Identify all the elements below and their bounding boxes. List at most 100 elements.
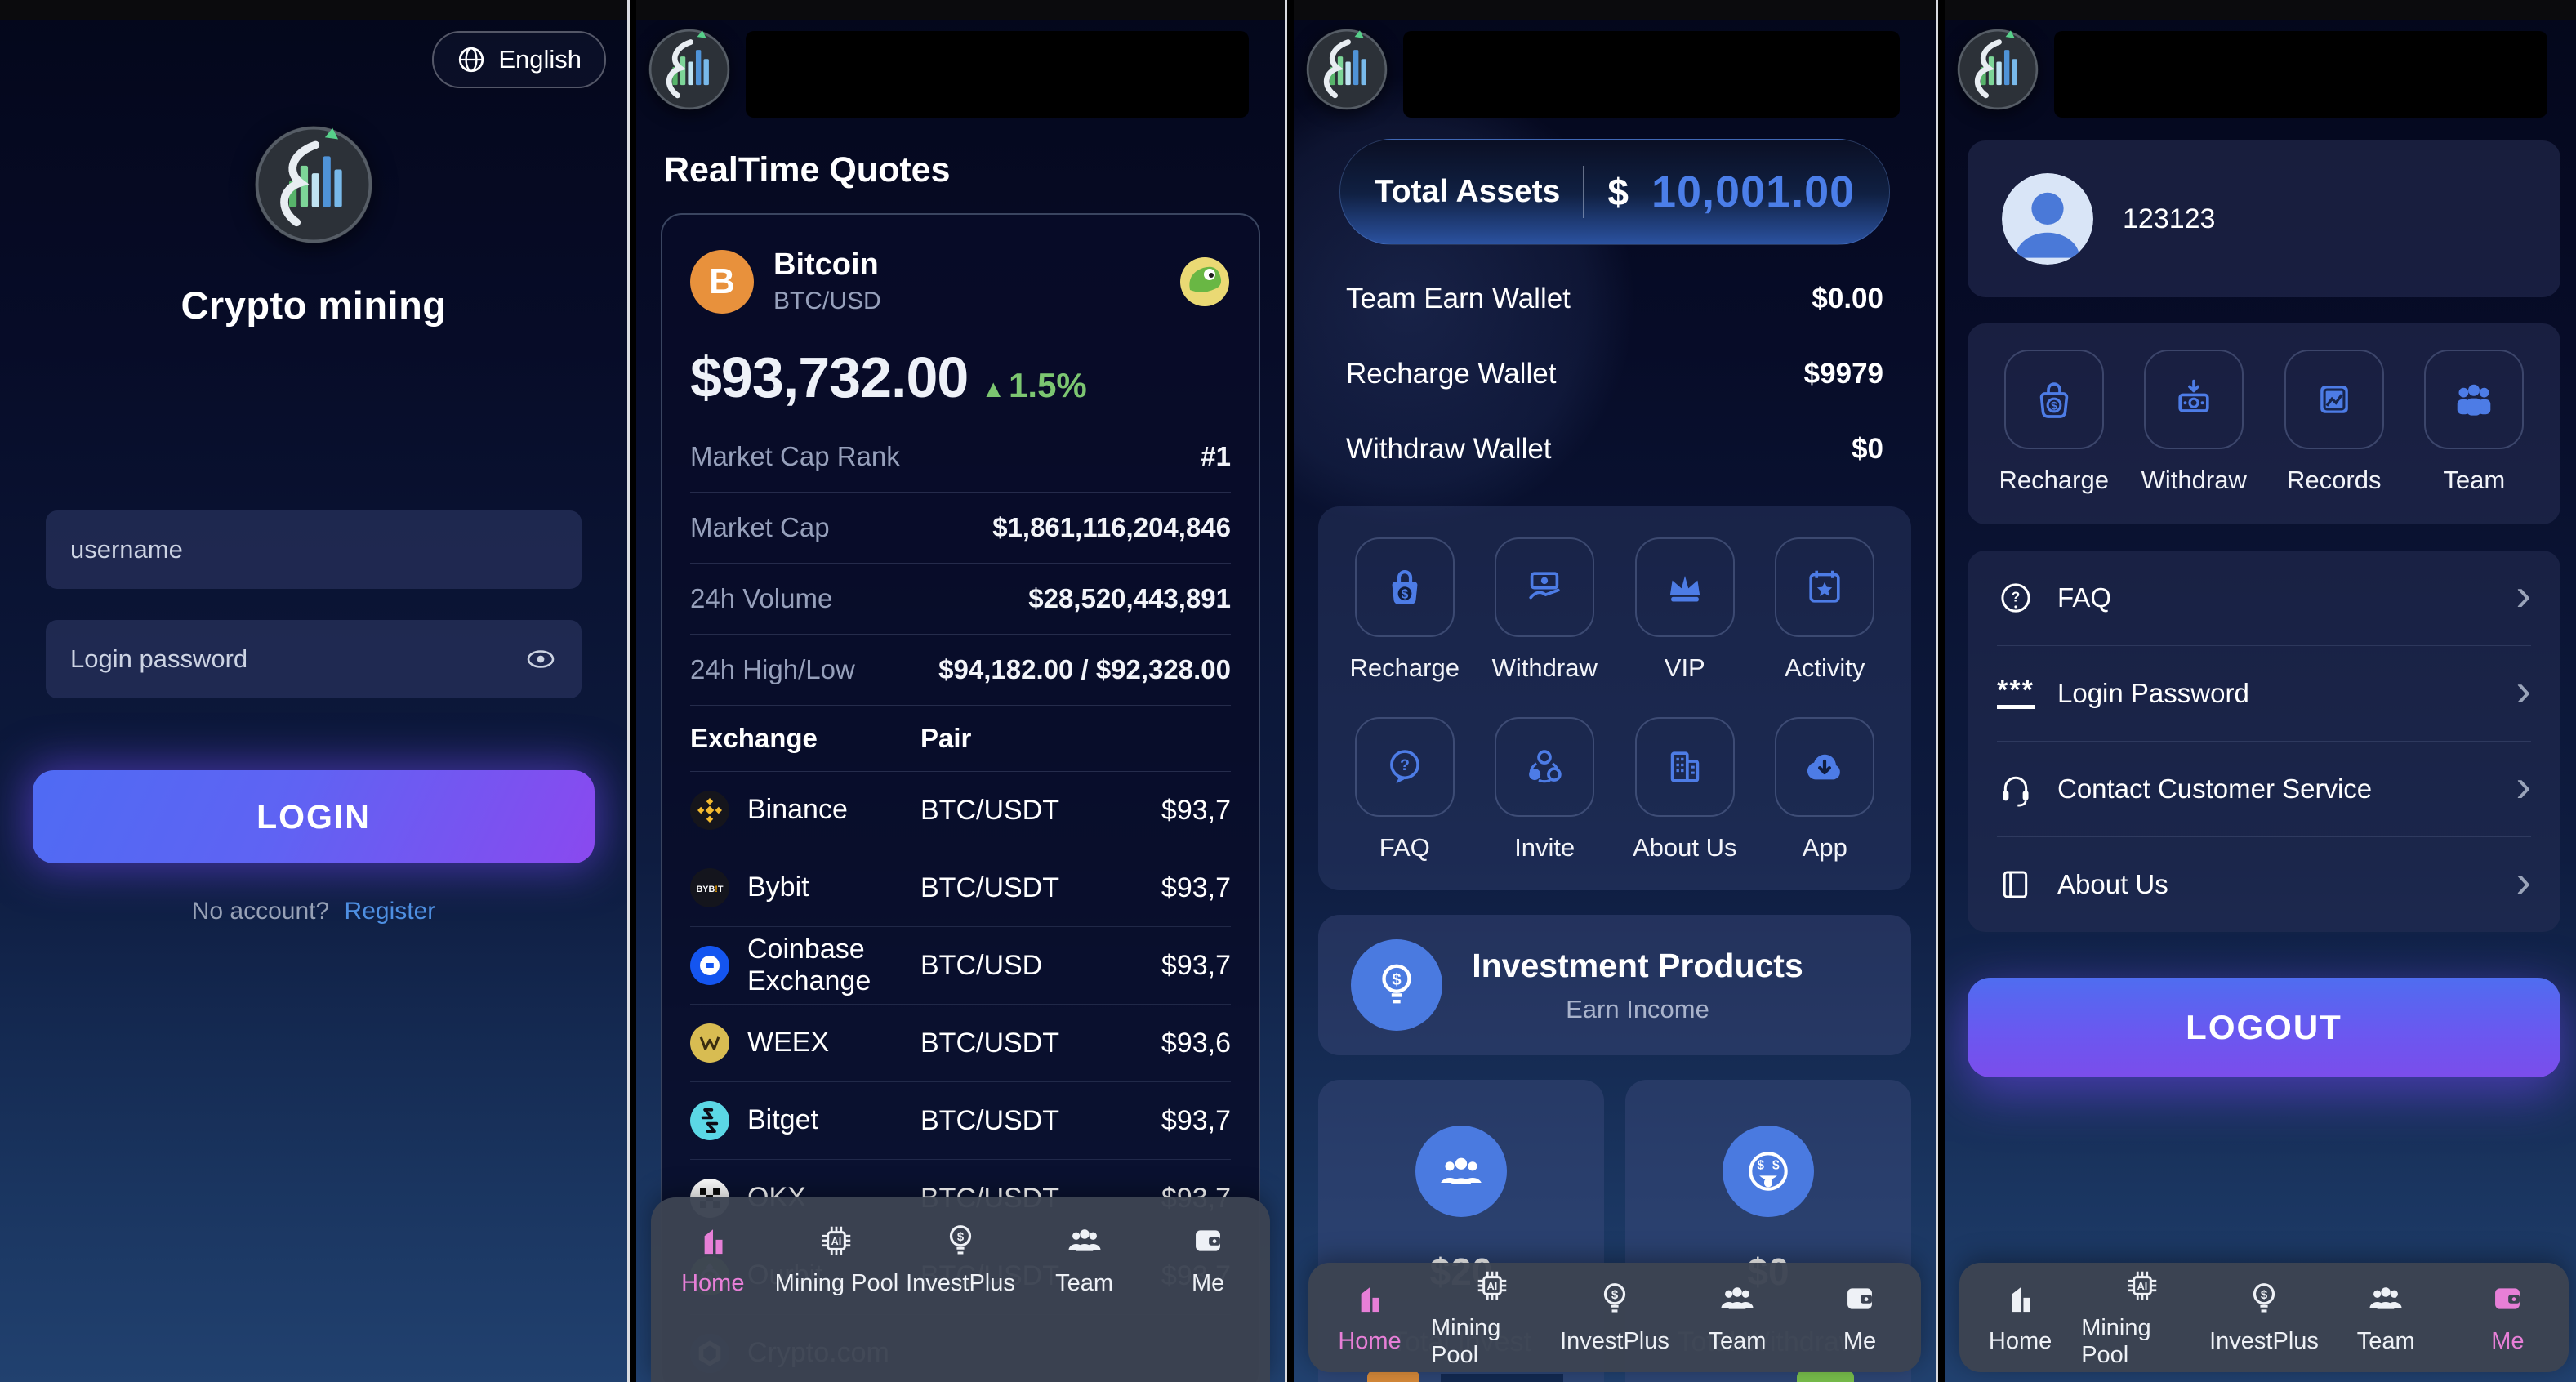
login-screen: English Crypto mining username Login pas…: [0, 0, 627, 1382]
exchange-row-bybit[interactable]: BYB!T Bybit BTC/USDT $93,7: [690, 849, 1231, 927]
bybit-icon: BYB!T: [690, 868, 729, 907]
action-withdraw[interactable]: Withdraw: [1475, 537, 1616, 683]
language-selector[interactable]: English: [432, 31, 606, 88]
action-activity[interactable]: Activity: [1755, 537, 1896, 683]
action-team[interactable]: Team: [2404, 350, 2545, 495]
divider: [1583, 166, 1585, 218]
bitget-icon: [690, 1101, 729, 1140]
exchange-row-weex[interactable]: WEEX BTC/USDT $93,6: [690, 1005, 1231, 1082]
action-recharge[interactable]: $ Recharge: [1335, 537, 1475, 683]
bitcoin-icon: B: [690, 249, 754, 314]
exchange-row-binance[interactable]: Binance BTC/USDT $93,7: [690, 772, 1231, 849]
withdraw-cash-icon: [2178, 379, 2209, 412]
action-recharge[interactable]: $ Recharge: [1984, 350, 2124, 495]
wallet-row: Recharge Wallet $9979: [1346, 358, 1883, 390]
status-bar: [1945, 0, 2576, 20]
action-faq[interactable]: ? FAQ: [1335, 717, 1475, 863]
chevron-right-icon: ›: [2516, 760, 2531, 811]
investplus-icon: $: [2253, 1283, 2275, 1313]
investment-bulb-icon: $: [1351, 939, 1442, 1031]
menu-item-contact-customer-service[interactable]: Contact Customer Service ›: [1997, 742, 2531, 837]
home-icon: [2012, 1287, 2030, 1313]
nav-me[interactable]: Me: [2447, 1280, 2569, 1355]
nav-team[interactable]: Team: [2325, 1280, 2447, 1355]
svg-text:$: $: [957, 1230, 965, 1244]
total-assets-pill: Total Assets $ 10,001.00: [1339, 139, 1890, 245]
nav-investplus[interactable]: $ InvestPlus: [898, 1222, 1023, 1297]
menu-item-login-password[interactable]: *** Login Password ›: [1997, 646, 2531, 742]
nav-home[interactable]: Home: [1959, 1280, 2081, 1355]
mining-pool-icon: AI: [2128, 1271, 2157, 1300]
action-invite[interactable]: Invite: [1475, 717, 1616, 863]
wallet-list: Team Earn Wallet $0.00 Recharge Wallet $99…: [1321, 261, 1908, 487]
nav-home[interactable]: Home: [651, 1222, 775, 1297]
password-input[interactable]: Login password: [46, 620, 582, 698]
investplus-icon: $: [949, 1225, 972, 1255]
activity-calendar-icon: [1809, 570, 1840, 603]
me-icon: [1847, 1288, 1872, 1309]
svg-text:$: $: [1401, 587, 1408, 601]
svg-text:$: $: [1392, 971, 1401, 989]
chevron-right-icon: ›: [2516, 855, 2531, 907]
stat-row: Market Cap Rank #1: [690, 421, 1231, 493]
currency-symbol: $: [1607, 171, 1629, 213]
question-circle-icon: ?: [2001, 583, 2030, 613]
username-input[interactable]: username: [46, 510, 582, 589]
total-assets-label: Total Assets: [1374, 174, 1561, 209]
nav-me[interactable]: Me: [1146, 1222, 1270, 1297]
nav-mining-pool[interactable]: AI Mining Pool: [1431, 1267, 1553, 1369]
profile-screen: 123123 $ Recharge Withdraw Records Team: [1945, 0, 2576, 1382]
binance-icon: [690, 791, 729, 830]
action-vip[interactable]: VIP: [1615, 537, 1755, 683]
action-records[interactable]: Records: [2264, 350, 2404, 495]
coin-row: B Bitcoin BTC/USD: [690, 247, 1231, 315]
nav-team[interactable]: Team: [1676, 1280, 1798, 1355]
svg-text:AI: AI: [1487, 1281, 1498, 1292]
action-about-us[interactable]: About Us: [1615, 717, 1755, 863]
chevron-right-icon: ›: [2516, 664, 2531, 716]
action-withdraw[interactable]: Withdraw: [2124, 350, 2265, 495]
nav-team[interactable]: Team: [1023, 1222, 1147, 1297]
price-row: $93,732.00 ▲1.5%: [690, 345, 1231, 410]
globe-icon: [459, 47, 484, 73]
nav-mining-pool[interactable]: AI Mining Pool: [2081, 1267, 2203, 1369]
menu-item-faq[interactable]: ? FAQ ›: [1997, 551, 2531, 646]
wallet-row: Team Earn Wallet $0.00: [1346, 283, 1883, 314]
register-link[interactable]: Register: [344, 898, 436, 925]
panel-divider: [627, 0, 636, 1382]
nav-investplus[interactable]: $ InvestPlus: [2203, 1280, 2324, 1355]
panel-divider: [1285, 0, 1294, 1382]
action-app[interactable]: App: [1755, 717, 1896, 863]
stat-row: 24h High/Low $94,182.00 / $92,328.00: [690, 635, 1231, 706]
book-icon: [2003, 871, 2028, 898]
investment-products-card[interactable]: $ Investment Products Earn Income: [1318, 915, 1911, 1055]
nav-mining-pool[interactable]: AI Mining Pool: [775, 1222, 899, 1297]
total-assets-value: 10,001.00: [1651, 167, 1856, 216]
password-stars-icon: ***: [1997, 676, 2035, 709]
investplus-icon: $: [1603, 1283, 1626, 1313]
svg-text:AI: AI: [831, 1236, 842, 1247]
profile-card: 123123: [1968, 140, 2560, 297]
login-button[interactable]: LOGIN: [33, 770, 595, 863]
nav-home[interactable]: Home: [1308, 1280, 1431, 1355]
menu-item-about-us[interactable]: About Us ›: [1997, 837, 2531, 932]
up-arrow-icon: ▲: [981, 376, 1006, 403]
coin-name: Bitcoin: [773, 247, 879, 282]
home-icon: [1361, 1287, 1379, 1313]
show-password-eye-icon[interactable]: [524, 643, 557, 675]
chevron-right-icon: ›: [2516, 568, 2531, 620]
stat-row: 24h Volume $28,520,443,891: [690, 564, 1231, 635]
team-icon: [2369, 1287, 2402, 1309]
logout-button[interactable]: LOGOUT: [1968, 978, 2560, 1077]
nav-me[interactable]: Me: [1798, 1280, 1921, 1355]
exchange-row-bitget[interactable]: Bitget BTC/USDT $93,7: [690, 1082, 1231, 1160]
coin-price: $93,732.00: [690, 346, 969, 409]
frog-badge-icon: [1180, 256, 1229, 306]
svg-text:AI: AI: [2137, 1281, 2147, 1292]
panel-divider: [1936, 0, 1945, 1382]
about-us-buildings-icon: [1670, 751, 1699, 782]
nav-investplus[interactable]: $ InvestPlus: [1553, 1280, 1676, 1355]
exchange-row-coinbase[interactable]: Coinbase Exchange BTC/USD $93,7: [690, 927, 1231, 1005]
clipped-green-icon: [1797, 1371, 1854, 1382]
language-label: English: [498, 45, 582, 74]
